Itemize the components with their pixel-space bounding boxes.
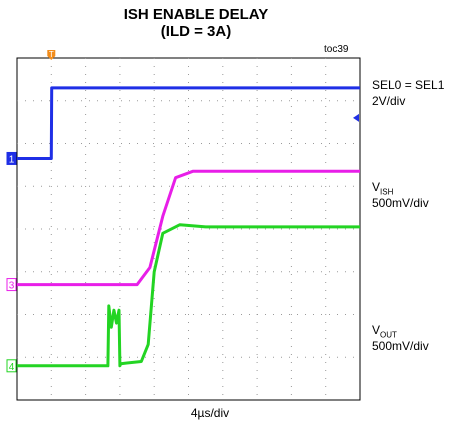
trace-sel xyxy=(17,86,360,160)
trigger-marker-text: T xyxy=(49,50,54,59)
chart-title: ISH ENABLE DELAY xyxy=(123,6,269,23)
ch3-label-main: V xyxy=(372,180,381,194)
trace-vout xyxy=(17,223,360,368)
plot-frame xyxy=(16,57,361,401)
ch4-label-sub: OUT xyxy=(380,330,397,340)
trigger-marker-icon xyxy=(47,50,56,60)
figure-id: toc39 xyxy=(324,44,349,55)
ch1-marker-box xyxy=(6,151,17,165)
ch4-label: VOUT xyxy=(372,323,397,342)
ch4-marker-text: 4 xyxy=(9,362,15,373)
ch4-label-main: V xyxy=(372,323,381,337)
ch4-scale: 500mV/div xyxy=(372,339,429,353)
ch1-marker-text: 1 xyxy=(9,154,15,165)
ch3-marker-box xyxy=(6,278,17,292)
ch4-marker-box xyxy=(6,359,17,373)
ch3-marker-text: 3 xyxy=(9,281,15,292)
ch3-scale: 500mV/div xyxy=(372,196,429,210)
ch1-scale: 2V/div xyxy=(372,94,406,108)
trace-vish xyxy=(17,169,360,287)
ch3-label: VISH xyxy=(372,180,393,199)
ch1-label: SEL0 = SEL1 xyxy=(372,78,445,92)
ch3-label-sub: ISH xyxy=(380,187,394,197)
time-per-div-label: 4µs/div xyxy=(190,406,230,420)
trigger-level-arrow-icon xyxy=(353,113,359,122)
chart-subtitle: (ILD = 3A) xyxy=(160,23,232,40)
